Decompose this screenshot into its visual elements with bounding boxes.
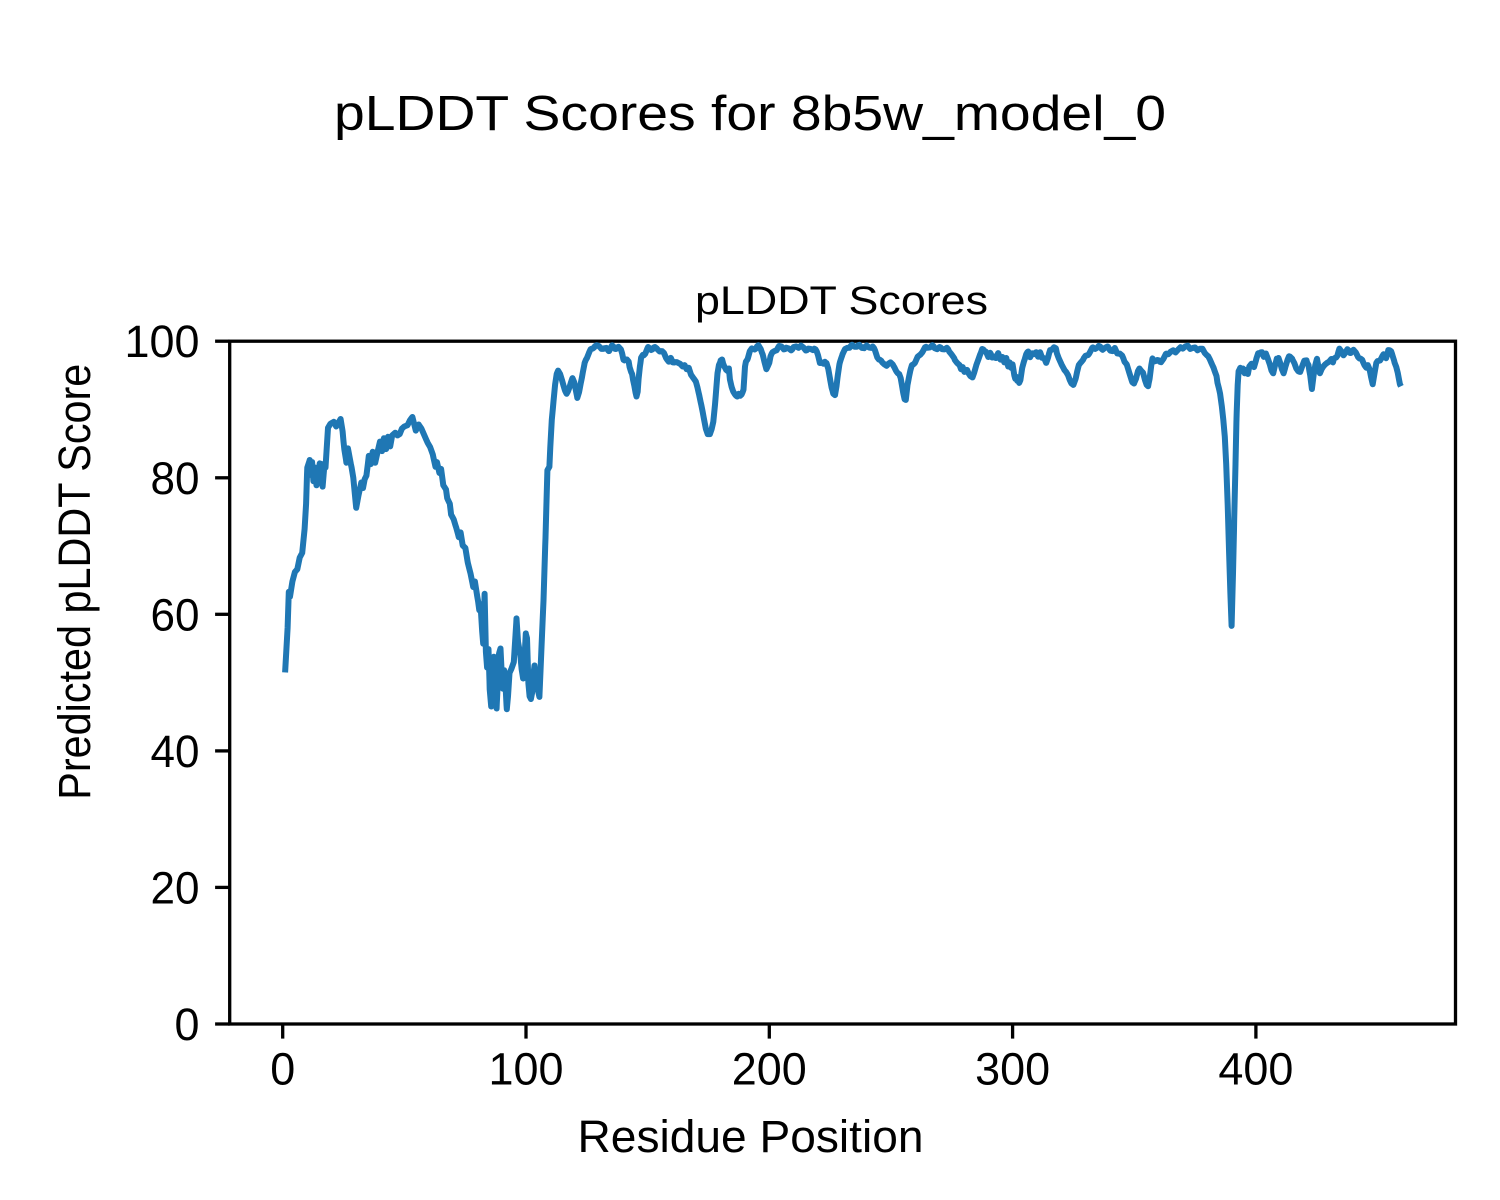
svg-text:100: 100 (489, 1043, 564, 1094)
svg-text:Residue Position: Residue Position (578, 1111, 924, 1162)
svg-text:80: 80 (151, 453, 200, 504)
svg-text:200: 200 (732, 1043, 807, 1094)
svg-text:60: 60 (151, 589, 200, 640)
svg-text:300: 300 (975, 1043, 1050, 1094)
svg-text:pLDDT Scores: pLDDT Scores (695, 279, 988, 323)
svg-text:40: 40 (151, 726, 200, 777)
svg-text:pLDDT Scores for 8b5w_model_0: pLDDT Scores for 8b5w_model_0 (334, 86, 1166, 141)
svg-text:0: 0 (175, 999, 200, 1050)
svg-text:Predicted pLDDT Score: Predicted pLDDT Score (49, 364, 100, 800)
svg-text:100: 100 (125, 316, 200, 367)
svg-text:0: 0 (270, 1043, 295, 1094)
svg-text:400: 400 (1218, 1043, 1293, 1094)
svg-text:20: 20 (151, 862, 200, 913)
